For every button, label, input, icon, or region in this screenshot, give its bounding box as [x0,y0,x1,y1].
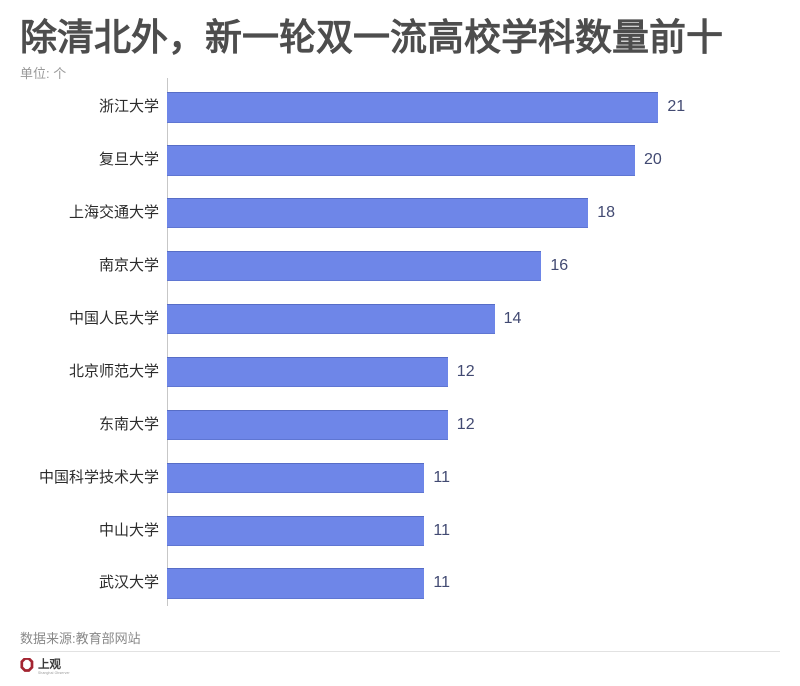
svg-text:Shanghai Observer: Shanghai Observer [38,671,70,675]
svg-text:上观: 上观 [38,658,61,671]
